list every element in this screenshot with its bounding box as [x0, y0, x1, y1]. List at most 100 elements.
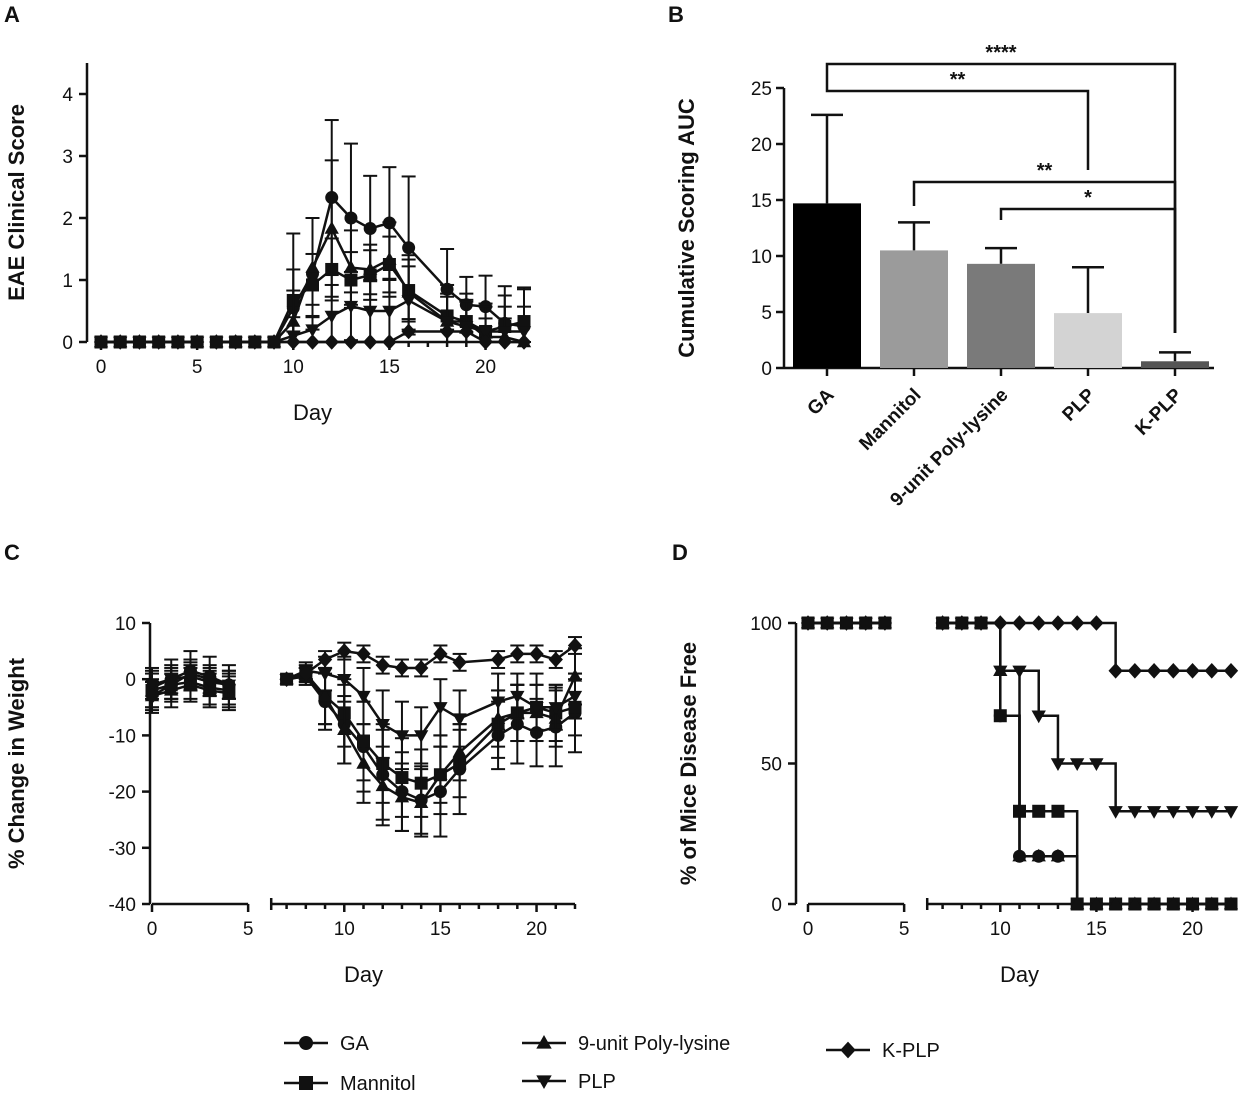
chart-c-series-k-plp-point-4: [221, 677, 237, 693]
chart-c-series-k-plp-point-10: [375, 657, 390, 673]
chart-b-mannitol-bar: [880, 250, 948, 368]
chart-a-series-plp-segment-17: [408, 299, 448, 323]
chart-d-series-k-plp-point-6: [954, 615, 969, 631]
chart-d-series-mannitol-point-10: [1032, 804, 1046, 818]
chart-a-series-k-plp: [93, 323, 532, 350]
chart-d-series-9-unit-poly-lysine-point-18: [1185, 896, 1200, 910]
chart-d-series-k-plp-point-20: [1223, 662, 1239, 679]
chart-c-series-9-unit-poly-lysine-point-11: [394, 789, 410, 803]
chart-d-series-plp-point-8: [993, 665, 1008, 679]
chart-a-series-k-plp-point-21: [516, 334, 532, 350]
chart-c-series-9-unit-poly-lysine-point-13: [433, 767, 448, 780]
chart-d-series-plp-step-11: [1038, 714, 1060, 764]
chart-b-plp-bar: [1054, 313, 1122, 368]
chart-a-y-tick-label-1: 1: [62, 271, 73, 292]
chart-a-x-label: Day: [293, 400, 332, 425]
chart-c-series-k-plp-point-12: [414, 660, 429, 676]
chart-d-series-k-plp-point-9: [1012, 615, 1027, 631]
chart-a-y-label: EAE Clinical Score: [4, 104, 29, 301]
chart-a-series-k-plp-point-1: [113, 334, 128, 350]
chart-d-series-9-unit-poly-lysine-step-9: [1000, 669, 1021, 857]
chart-d-series-plp-point-19: [1204, 806, 1219, 819]
chart-a-x-tick-label-0: 0: [96, 357, 107, 378]
chart-c-series-9-unit-poly-lysine-segment-19: [554, 675, 577, 720]
chart-a-series-k-plp-point-11: [305, 334, 320, 350]
chart-d-series-k-plp-point-12: [1070, 615, 1085, 631]
legend-item-k-plp-label: K-PLP: [882, 1040, 940, 1062]
chart-d-series-k-plp-point-16: [1146, 662, 1162, 679]
chart-d-series-k-plp-point-18: [1185, 662, 1200, 679]
legend-item-mannitol-marker: [299, 1076, 313, 1090]
chart-a-series-k-plp-point-8: [247, 334, 262, 350]
chart-a-series-k-plp-point-3: [151, 334, 166, 350]
chart-d-series-k-plp-point-14: [1108, 662, 1123, 679]
chart-c-series-k-plp-point-13: [433, 646, 448, 662]
chart-d-series-k-plp-point-4: [877, 615, 893, 631]
chart-d-series-9-unit-poly-lysine-point-16: [1146, 896, 1162, 910]
chart-d-series-plp-point-20: [1223, 806, 1239, 819]
chart-c-series-plp-point-14: [452, 713, 467, 727]
chart-c-series-k-plp-point-8: [337, 643, 352, 659]
chart-a-series-plp-point-21: [516, 326, 532, 339]
chart-a-series-plp-point-13: [343, 300, 359, 314]
chart-a-series-9-unit-poly-lysine-point-14: [363, 261, 378, 275]
chart-d-series-9-unit-poly-lysine-step-8: [981, 621, 1002, 671]
chart-c-y-tick-label-2: -10: [109, 726, 136, 747]
chart-d-series-k-plp-point-5: [935, 615, 950, 631]
chart-a-series-k-plp-point-2: [132, 334, 147, 350]
chart-c-series-k-plp: [144, 636, 583, 712]
chart-c-series-k-plp-point-6: [298, 665, 313, 682]
chart-a-series-plp-point-16: [401, 295, 416, 308]
chart-d-series-9-unit-poly-lysine-point-15: [1127, 896, 1143, 910]
chart-d-series-plp-point-16: [1146, 806, 1162, 819]
chart-d-series-k-plp-point-19: [1204, 662, 1219, 679]
chart-d-series-k-plp-step-14: [1096, 621, 1117, 671]
chart-c-y-tick-label-3: -20: [109, 783, 136, 804]
chart-a-series-k-plp-point-6: [209, 334, 224, 350]
chart-c-x-tick-label-1: 5: [243, 919, 254, 940]
chart-c-series-plp-point-15: [490, 696, 506, 710]
chart-a-series-k-plp-point-14: [363, 334, 378, 350]
chart-c-y-tick-label-1: 0: [125, 670, 136, 691]
chart-d-series-plp-point-9: [1012, 665, 1027, 679]
chart-d-series-plp-point-11: [1050, 758, 1066, 771]
chart-c-x-tick-label-2: 10: [334, 919, 355, 940]
chart-d-series-k-plp-point-15: [1127, 662, 1143, 679]
chart-c-series-plp-point-16: [510, 690, 525, 704]
chart-c-series-k-plp-point-15: [490, 651, 506, 668]
chart-a-series-9-unit-poly-lysine-segment-13: [330, 227, 353, 269]
legend-item-plp-marker: [536, 1075, 552, 1090]
chart-c-series-plp-point-7: [317, 668, 333, 682]
chart-a-series-9-unit-poly-lysine-segment-12: [311, 227, 333, 269]
chart-b-mannitol-x-tick-label: Mannitol: [855, 385, 925, 455]
chart-a-series-plp-point-14: [363, 305, 378, 319]
chart-a-x-tick-label-1: 5: [192, 357, 203, 378]
chart-c-series-k-plp-point-14: [452, 654, 467, 671]
chart-a-series-9-unit-poly-lysine-point-12: [324, 221, 339, 234]
chart-b-sig-label-2: **: [1037, 160, 1053, 182]
chart-a-series-k-plp-point-0: [93, 334, 109, 350]
chart-d-series-9-unit-poly-lysine-point-9: [1012, 848, 1027, 862]
chart-d-x-tick-label-3: 15: [1086, 919, 1107, 940]
chart-c-x-tick-label-4: 20: [526, 919, 547, 940]
chart-d-series-plp-step-14: [1096, 762, 1117, 812]
chart-a-series-mannitol-segment-10: [272, 299, 295, 343]
chart-b-sig-label-0: ****: [985, 42, 1016, 64]
chart-a-series-plp-point-19: [478, 326, 493, 339]
chart-a-series-k-plp-point-10: [286, 334, 301, 350]
chart-b-k-plp-bar: [1141, 361, 1209, 368]
chart-b-y-label: Cumulative Scoring AUC: [674, 98, 699, 358]
chart-a-y-tick-label-0: 0: [62, 333, 73, 354]
chart-d-series-k-plp-point-11: [1050, 615, 1066, 631]
chart-a-series-plp-point-17: [439, 316, 455, 330]
chart-c-y-tick-label-0: 10: [115, 614, 136, 635]
chart-d-series-ga-step-9: [1000, 714, 1021, 857]
legend-item-9-unit-poly-lysine-label: 9-unit Poly-lysine: [578, 1033, 730, 1055]
chart-c-series-k-plp-point-18: [548, 651, 563, 668]
chart-a-series-k-plp-point-16: [401, 323, 416, 340]
chart-a-series-k-plp-point-4: [170, 334, 186, 350]
chart-b-sig-bracket-1: [825, 89, 1090, 170]
chart-d-series-k-plp-point-8: [993, 615, 1008, 631]
